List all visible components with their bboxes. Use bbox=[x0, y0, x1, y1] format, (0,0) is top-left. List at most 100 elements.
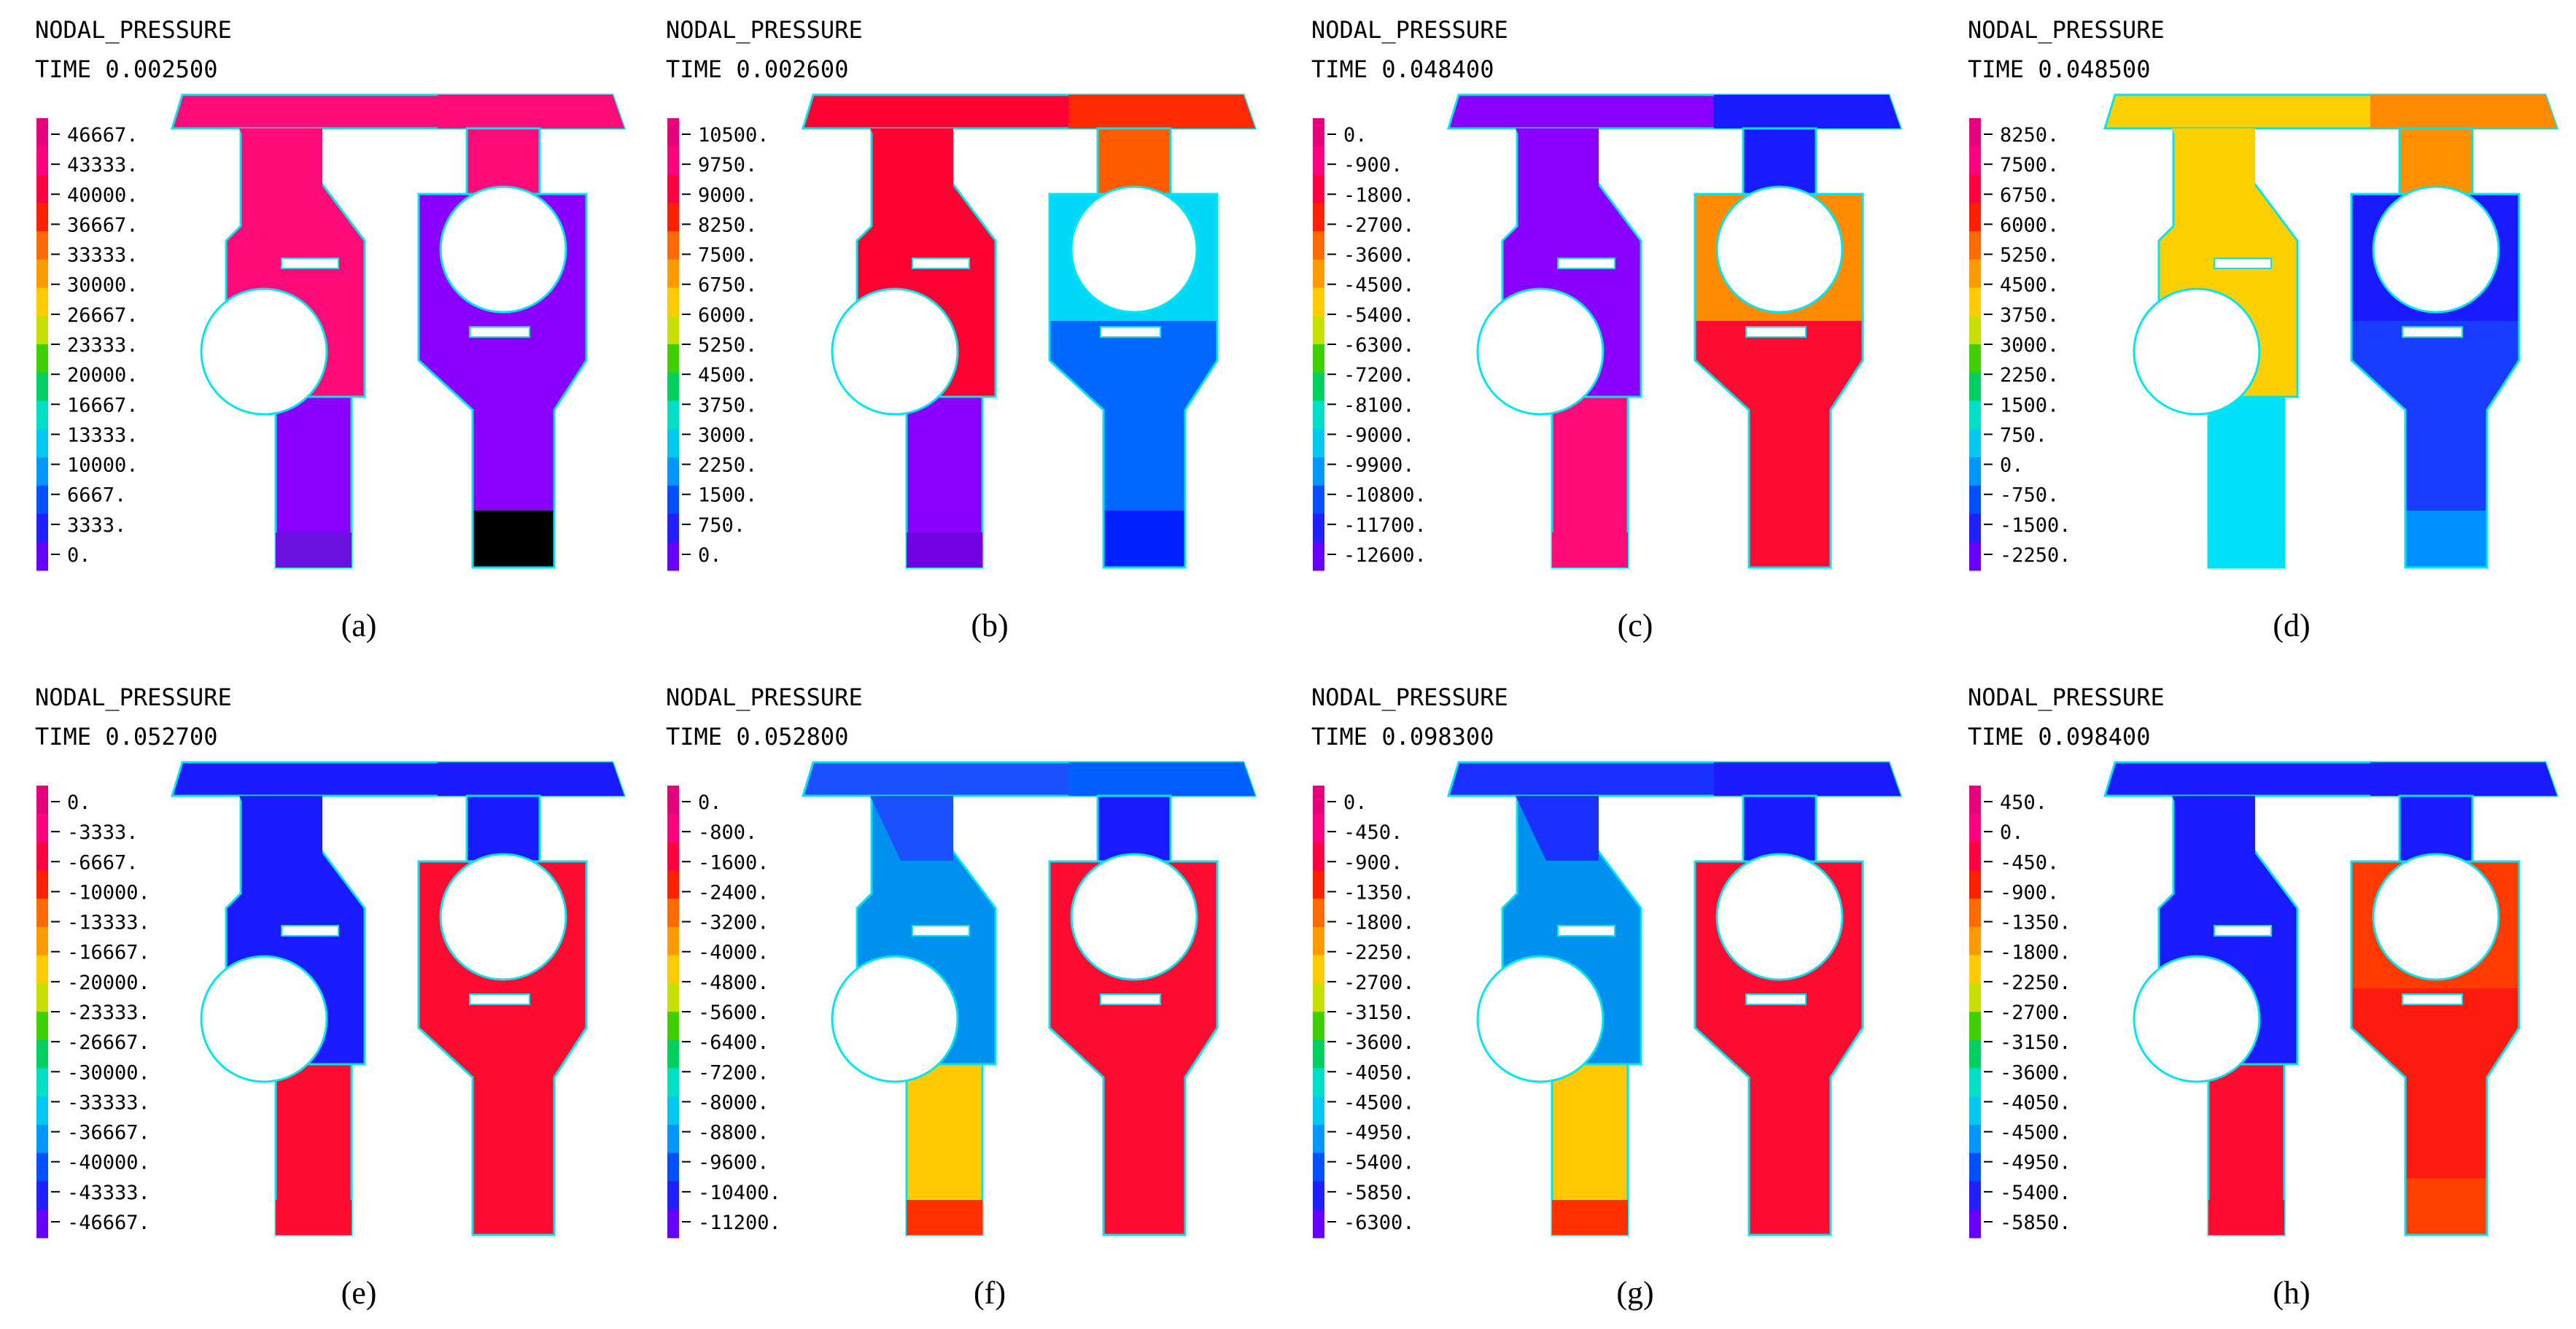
right-bore bbox=[439, 853, 567, 981]
right-stem-bottom bbox=[2405, 1178, 2487, 1235]
color-legend: 450. 0. -450. -900. -1350. -1800. -2250. -2700.… bbox=[1969, 786, 2071, 1239]
right-neck bbox=[1742, 127, 1817, 195]
left-bore bbox=[200, 287, 328, 416]
color-legend: 0. -450. -900. -1350. -1800. -2250. -2700. -315… bbox=[1313, 786, 1415, 1239]
legend-tick-label: -3600. bbox=[1343, 244, 1415, 267]
legend-tick-label: 450. bbox=[2000, 791, 2047, 814]
legend-swatch bbox=[1313, 926, 1324, 956]
legend-swatch bbox=[36, 813, 48, 842]
panel-title: NODAL_PRESSURE bbox=[1968, 683, 2165, 711]
legend-tick-label: -3600. bbox=[1343, 1031, 1415, 1054]
legend-swatch bbox=[1969, 1012, 1981, 1041]
legend-swatch bbox=[667, 983, 679, 1012]
right-outline bbox=[1694, 193, 1864, 569]
legend-tick-label: -4800. bbox=[698, 972, 769, 994]
legend-swatch bbox=[1313, 1152, 1324, 1182]
left-stem-bottom bbox=[2208, 532, 2284, 567]
legend-swatch bbox=[1313, 870, 1324, 899]
right-outline bbox=[2350, 193, 2521, 569]
legend-swatch bbox=[1969, 259, 1981, 288]
right-stem-bottom bbox=[473, 1178, 554, 1235]
legend-tick-label: -5600. bbox=[698, 1001, 769, 1024]
legend-tick-label: -36667. bbox=[67, 1122, 150, 1144]
legend-swatch bbox=[1969, 344, 1981, 373]
legend-tick-label: 9000. bbox=[698, 184, 757, 206]
legend-swatch bbox=[1313, 400, 1324, 430]
legend-swatch bbox=[1313, 1209, 1324, 1239]
left-stem-bottom bbox=[907, 532, 982, 567]
right-stem-bottom bbox=[2405, 511, 2487, 567]
legend-swatch bbox=[1969, 485, 1981, 514]
legend-swatch bbox=[1313, 955, 1324, 984]
legend-swatch bbox=[1969, 400, 1981, 430]
right-slot bbox=[469, 326, 530, 338]
manifold-right bbox=[1714, 762, 1901, 796]
legend-swatch bbox=[1313, 344, 1324, 373]
right-outline bbox=[417, 860, 588, 1236]
legend-swatch bbox=[1969, 429, 1981, 458]
legend-swatch bbox=[1969, 926, 1981, 956]
legend-swatch bbox=[1969, 1096, 1981, 1125]
legend-swatch bbox=[1969, 316, 1981, 345]
panel-caption: (d) bbox=[2273, 608, 2310, 643]
right-stem-bottom bbox=[473, 511, 554, 567]
legend-tick-label: -7200. bbox=[1343, 364, 1415, 387]
right-outline bbox=[1694, 860, 1864, 1236]
legend-tick-label: -9900. bbox=[1343, 454, 1415, 477]
legend-tick-label: -2250. bbox=[1343, 942, 1415, 964]
legend-swatch bbox=[36, 1181, 48, 1210]
legend-tick-label: -23333. bbox=[67, 1001, 150, 1024]
legend-swatch bbox=[1969, 457, 1981, 487]
legend-swatch bbox=[1313, 1096, 1324, 1125]
legend-tick-label: -3150. bbox=[1343, 1001, 1415, 1024]
legend-tick-label: 1500. bbox=[698, 484, 757, 507]
legend-swatch bbox=[1969, 955, 1981, 984]
manifold-right bbox=[1068, 762, 1255, 796]
panel-h: NODAL_PRESSURE TIME 0.098400 450. 0. -450. -9… bbox=[1968, 683, 2559, 1311]
legend-swatch bbox=[36, 1039, 48, 1069]
panel-caption: (e) bbox=[341, 1275, 377, 1311]
left-neck bbox=[2172, 128, 2255, 193]
legend-swatch bbox=[667, 1068, 679, 1097]
legend-swatch bbox=[667, 1125, 679, 1154]
legend-swatch bbox=[667, 786, 679, 815]
legend-tick-label: -4050. bbox=[2000, 1091, 2071, 1114]
left-neck bbox=[2172, 796, 2255, 861]
legend-tick-label: -1500. bbox=[2000, 514, 2071, 537]
legend-tick-label: 750. bbox=[2000, 424, 2047, 446]
legend-tick-label: -3150. bbox=[2000, 1031, 2071, 1054]
legend-tick-label: -4500. bbox=[2000, 1122, 2071, 1144]
legend-swatch bbox=[667, 899, 679, 928]
panel-caption: (c) bbox=[1618, 608, 1653, 643]
right-bore bbox=[2372, 185, 2500, 314]
legend-swatch bbox=[1313, 899, 1324, 928]
part-geometry bbox=[1446, 93, 1903, 569]
right-slot bbox=[1745, 326, 1807, 338]
legend-swatch bbox=[1313, 1181, 1324, 1210]
legend-tick-label: 40000. bbox=[67, 184, 139, 206]
legend-swatch bbox=[667, 400, 679, 430]
legend-tick-label: -6300. bbox=[1343, 334, 1415, 357]
left-bore bbox=[831, 287, 959, 416]
legend-swatch bbox=[1313, 1039, 1324, 1069]
legend-tick-label: -5850. bbox=[2000, 1212, 2071, 1234]
panel-title: NODAL_PRESSURE bbox=[666, 16, 863, 44]
legend-swatch bbox=[667, 259, 679, 288]
legend-swatch bbox=[1969, 231, 1981, 260]
panel-title: NODAL_PRESSURE bbox=[666, 683, 863, 711]
legend-swatch bbox=[1969, 203, 1981, 232]
legend-swatch bbox=[36, 203, 48, 232]
left-slot bbox=[912, 925, 970, 937]
right-lower bbox=[419, 321, 586, 567]
right-lower bbox=[1695, 321, 1863, 567]
right-stem-bottom bbox=[1103, 1178, 1185, 1235]
right-neck bbox=[465, 794, 541, 863]
legend-tick-label: -6300. bbox=[1343, 1212, 1415, 1234]
legend-tick-label: -1800. bbox=[1343, 184, 1415, 206]
legend-swatch bbox=[1313, 174, 1324, 204]
legend-swatch bbox=[1969, 899, 1981, 928]
legend-tick-label: 30000. bbox=[67, 274, 139, 297]
legend-tick-label: -2400. bbox=[698, 881, 769, 904]
legend-swatch bbox=[36, 118, 48, 147]
